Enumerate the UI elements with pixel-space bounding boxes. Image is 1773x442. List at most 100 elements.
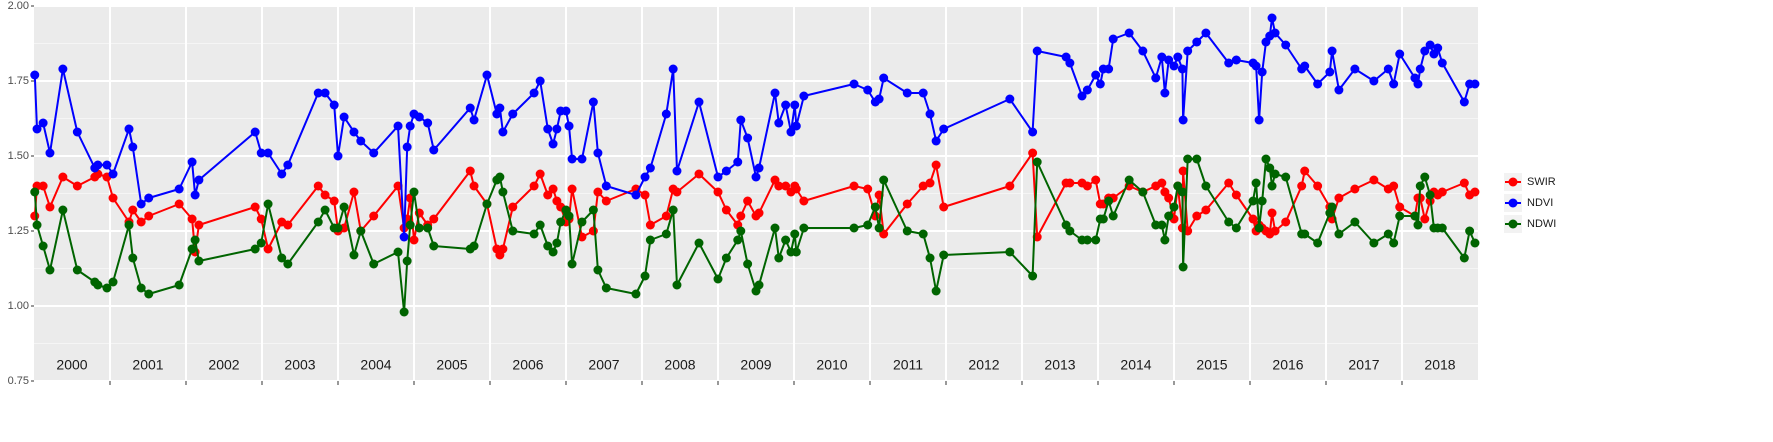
data-point: [1151, 73, 1161, 83]
data-point: [144, 193, 154, 203]
data-point: [1300, 229, 1310, 239]
data-point: [721, 253, 731, 263]
data-point: [250, 244, 260, 254]
data-point: [45, 265, 55, 275]
data-point: [849, 223, 859, 233]
data-point: [770, 88, 780, 98]
data-point: [645, 220, 655, 230]
data-point: [144, 289, 154, 299]
data-point: [770, 223, 780, 233]
data-point: [1224, 58, 1234, 68]
data-point: [567, 154, 577, 164]
data-point: [136, 199, 146, 209]
data-point: [263, 199, 273, 209]
data-point: [1313, 181, 1323, 191]
data-point: [1028, 271, 1038, 281]
data-point: [313, 181, 323, 191]
data-point: [72, 127, 82, 137]
data-point: [879, 73, 889, 83]
data-point: [1410, 211, 1420, 221]
data-point: [1164, 55, 1174, 65]
data-point: [863, 184, 873, 194]
data-point: [1389, 79, 1399, 89]
data-point: [743, 133, 753, 143]
data-point: [918, 88, 928, 98]
data-point: [405, 121, 415, 131]
data-point: [1350, 184, 1360, 194]
data-point: [190, 235, 200, 245]
data-point: [743, 196, 753, 206]
data-point: [1065, 226, 1075, 236]
data-point: [1395, 202, 1405, 212]
data-point: [931, 286, 941, 296]
data-point: [1437, 187, 1447, 197]
data-point: [879, 175, 889, 185]
data-point: [1192, 154, 1202, 164]
data-point: [30, 211, 40, 221]
data-point: [72, 265, 82, 275]
data-point: [190, 190, 200, 200]
data-point: [668, 64, 678, 74]
data-point: [1177, 64, 1187, 74]
x-tick-label: 2001: [132, 357, 163, 373]
data-point: [721, 205, 731, 215]
data-point: [469, 115, 479, 125]
data-point: [645, 235, 655, 245]
data-point: [1251, 178, 1261, 188]
data-point: [508, 109, 518, 119]
data-point: [263, 244, 273, 254]
data-point: [1369, 238, 1379, 248]
data-point: [535, 220, 545, 230]
data-point: [93, 280, 103, 290]
data-point: [863, 85, 873, 95]
data-point: [640, 271, 650, 281]
data-point: [781, 181, 791, 191]
data-point: [1300, 61, 1310, 71]
data-point: [369, 211, 379, 221]
data-point: [30, 187, 40, 197]
data-point: [1459, 178, 1469, 188]
data-point: [1254, 115, 1264, 125]
series: [30, 148, 1480, 260]
data-point: [174, 184, 184, 194]
data-point: [874, 223, 884, 233]
data-point: [774, 118, 784, 128]
legend-label: NDWI: [1527, 218, 1556, 230]
data-point: [1261, 154, 1271, 164]
series-line: [33, 17, 1475, 238]
data-point: [58, 172, 68, 182]
data-point: [1091, 70, 1101, 80]
data-point: [902, 88, 912, 98]
data-point: [124, 124, 134, 134]
data-point: [1325, 67, 1335, 77]
data-point: [333, 151, 343, 161]
data-point: [429, 214, 439, 224]
data-point: [402, 142, 412, 152]
data-point: [1005, 181, 1015, 191]
data-point: [1413, 220, 1423, 230]
data-point: [1201, 205, 1211, 215]
data-point: [564, 121, 574, 131]
data-point: [694, 97, 704, 107]
data-point: [1065, 178, 1075, 188]
data-point: [1327, 46, 1337, 56]
data-point: [1369, 76, 1379, 86]
data-point: [1257, 67, 1267, 77]
data-point: [1091, 235, 1101, 245]
x-tick-label: 2018: [1424, 357, 1455, 373]
data-point: [1169, 202, 1179, 212]
data-point: [593, 148, 603, 158]
data-point: [250, 202, 260, 212]
data-point: [1383, 64, 1393, 74]
data-point: [751, 172, 761, 182]
data-point: [1157, 52, 1167, 62]
data-point: [902, 199, 912, 209]
data-point: [543, 241, 553, 251]
data-point: [1350, 64, 1360, 74]
data-point: [144, 211, 154, 221]
series: [30, 154, 1480, 317]
data-point: [187, 244, 197, 254]
data-point: [1270, 226, 1280, 236]
data-point: [108, 277, 118, 287]
data-point: [754, 280, 764, 290]
